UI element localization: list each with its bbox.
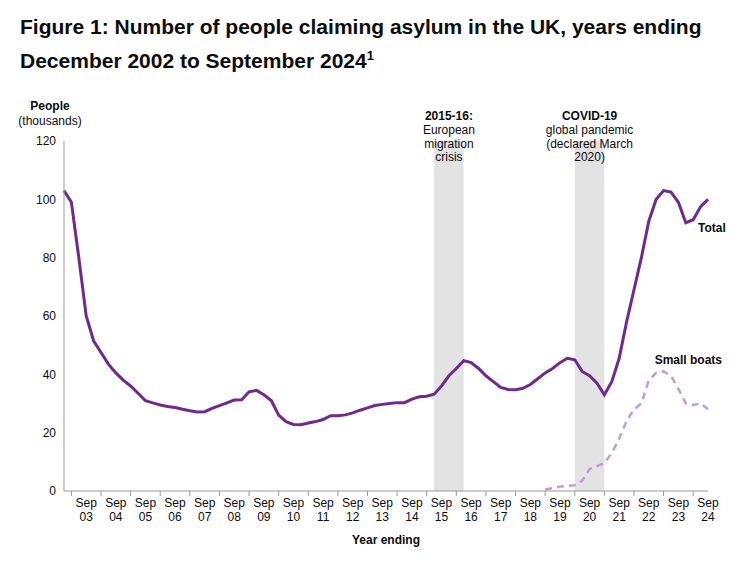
svg-text:07: 07 — [198, 510, 212, 524]
html-text:Figure 1: Number of people cla: Figure 1: Number of people claiming asyl… — [20, 15, 702, 72]
svg-text:Total: Total — [698, 221, 726, 235]
svg-text:23: 23 — [672, 510, 686, 524]
svg-text:COVID-19: COVID-19 — [562, 109, 618, 123]
svg-text:Sep: Sep — [520, 496, 542, 510]
svg-text:04: 04 — [109, 510, 123, 524]
svg-text:Sep: Sep — [401, 496, 423, 510]
svg-text:migration: migration — [424, 137, 473, 151]
svg-text:Sep: Sep — [76, 496, 98, 510]
svg-text:60: 60 — [43, 309, 57, 323]
svg-text:Small boats: Small boats — [655, 353, 723, 367]
svg-text:Year ending: Year ending — [352, 533, 420, 547]
svg-text:20: 20 — [43, 426, 57, 440]
svg-text:Sep: Sep — [579, 496, 601, 510]
svg-text:21: 21 — [612, 510, 626, 524]
svg-text:Sep: Sep — [135, 496, 157, 510]
svg-text:17: 17 — [494, 510, 508, 524]
svg-text:(declared March: (declared March — [546, 137, 633, 151]
svg-text:Sep: Sep — [342, 496, 364, 510]
svg-text:14: 14 — [405, 510, 419, 524]
svg-text:Sep: Sep — [549, 496, 571, 510]
svg-text:19: 19 — [553, 510, 567, 524]
svg-text:24: 24 — [701, 510, 715, 524]
svg-text:global pandemic: global pandemic — [546, 123, 633, 137]
svg-text:Sep: Sep — [224, 496, 246, 510]
svg-text:crisis: crisis — [435, 150, 462, 164]
svg-text:Sep: Sep — [460, 496, 482, 510]
svg-text:09: 09 — [257, 510, 271, 524]
svg-text:12: 12 — [346, 510, 360, 524]
svg-text:Sep: Sep — [697, 496, 719, 510]
svg-text:16: 16 — [464, 510, 478, 524]
svg-text:18: 18 — [524, 510, 538, 524]
svg-text:05: 05 — [139, 510, 153, 524]
html-text:1: 1 — [366, 48, 374, 63]
svg-text:Sep: Sep — [490, 496, 512, 510]
svg-text:People: People — [30, 99, 70, 113]
svg-text:20: 20 — [583, 510, 597, 524]
svg-text:(thousands): (thousands) — [18, 114, 81, 128]
svg-text:Sep: Sep — [638, 496, 660, 510]
svg-text:2020): 2020) — [574, 150, 605, 164]
svg-text:13: 13 — [376, 510, 390, 524]
svg-text:2015-16:: 2015-16: — [425, 109, 473, 123]
svg-text:40: 40 — [43, 368, 57, 382]
svg-text:15: 15 — [435, 510, 449, 524]
svg-text:Sep: Sep — [283, 496, 305, 510]
svg-text:Sep: Sep — [668, 496, 690, 510]
svg-text:Sep: Sep — [372, 496, 394, 510]
svg-text:08: 08 — [228, 510, 242, 524]
svg-text:Sep: Sep — [431, 496, 453, 510]
svg-text:Sep: Sep — [194, 496, 216, 510]
svg-text:0: 0 — [49, 484, 56, 498]
svg-text:03: 03 — [80, 510, 94, 524]
svg-text:10: 10 — [287, 510, 301, 524]
svg-text:100: 100 — [36, 193, 56, 207]
svg-text:120: 120 — [36, 134, 56, 148]
svg-text:Sep: Sep — [312, 496, 334, 510]
svg-text:Sep: Sep — [608, 496, 630, 510]
svg-text:22: 22 — [642, 510, 656, 524]
svg-text:Sep: Sep — [164, 496, 186, 510]
svg-text:Sep: Sep — [253, 496, 275, 510]
svg-text:80: 80 — [43, 251, 57, 265]
svg-text:Sep: Sep — [105, 496, 127, 510]
svg-text:European: European — [423, 123, 475, 137]
svg-text:06: 06 — [168, 510, 182, 524]
svg-text:11: 11 — [317, 510, 330, 524]
